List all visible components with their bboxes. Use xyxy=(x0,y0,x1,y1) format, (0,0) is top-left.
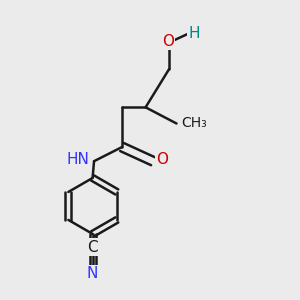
Text: O: O xyxy=(162,34,174,49)
Text: HN: HN xyxy=(67,152,90,167)
Text: H: H xyxy=(188,26,200,41)
Text: O: O xyxy=(156,152,168,167)
Text: CH₃: CH₃ xyxy=(181,116,207,130)
Text: N: N xyxy=(87,266,98,281)
Text: C: C xyxy=(87,240,98,255)
